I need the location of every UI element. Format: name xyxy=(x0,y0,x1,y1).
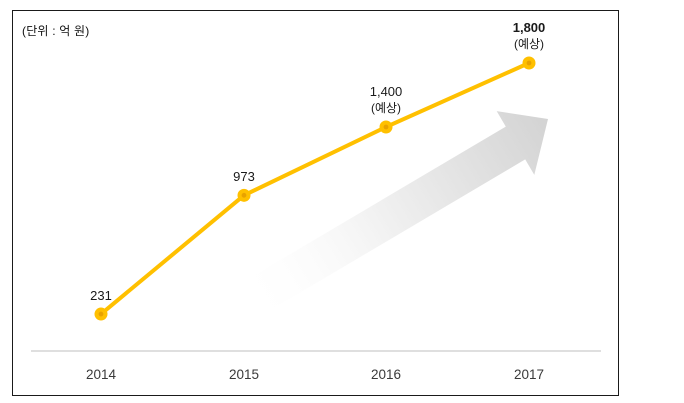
data-point-marker-dot xyxy=(241,192,247,198)
chart-canvas xyxy=(31,56,601,352)
data-point-marker-dot xyxy=(526,60,532,66)
data-line xyxy=(99,61,531,317)
unit-label: (단위 : 억 원) xyxy=(22,24,90,38)
trend-arrow-decoration xyxy=(235,111,549,320)
data-markers xyxy=(94,56,536,321)
data-point-marker-dot xyxy=(98,311,104,317)
data-point-marker-dot xyxy=(383,124,389,130)
chart-frame: (단위 : 억 원) 231 973 1,400 (예상) 1,800 (예상) 2014… xyxy=(12,10,619,396)
